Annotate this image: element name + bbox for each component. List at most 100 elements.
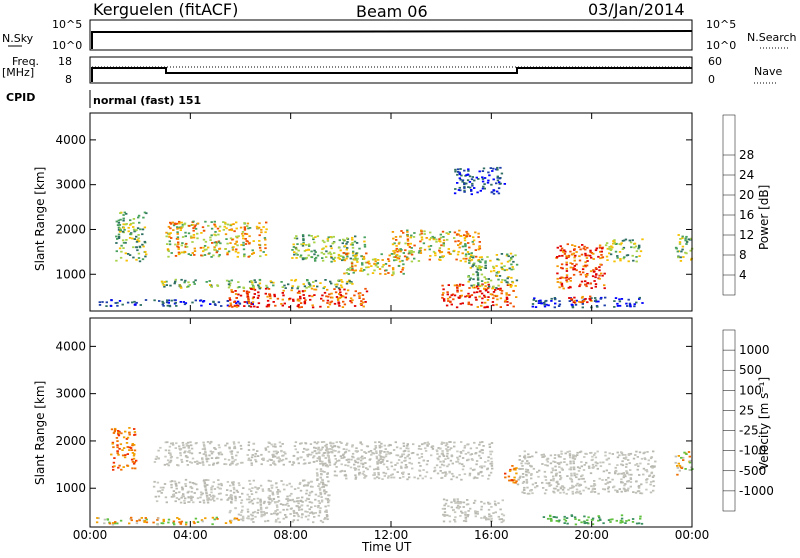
power-cell [291, 249, 294, 251]
velocity-cell [181, 494, 184, 497]
velocity-cell [412, 443, 415, 446]
velocity-cell [315, 452, 318, 455]
power-cell [366, 261, 369, 264]
power-cell [610, 245, 613, 248]
velocity-cell [645, 488, 648, 491]
power-cell [130, 232, 133, 234]
velocity-cell [196, 488, 199, 491]
velocity-cell [267, 441, 270, 444]
power-cell [456, 286, 459, 289]
power-cell [577, 246, 581, 248]
velocity-cell [157, 449, 160, 452]
power-cell [176, 238, 180, 240]
power-cell [248, 227, 252, 229]
velocity-cell [116, 440, 119, 442]
velocity-cell [296, 451, 299, 454]
velocity-cell [320, 500, 324, 503]
power-cell [561, 276, 565, 279]
power-cell [262, 251, 265, 253]
power-cell [332, 258, 335, 261]
power-cell [687, 238, 690, 241]
velocity-cell [287, 505, 290, 507]
power-cell [314, 288, 318, 291]
power-cell [556, 256, 559, 258]
velocity-cell [618, 454, 621, 457]
velocity-cell [634, 454, 637, 456]
power-cell [196, 237, 199, 240]
velocity-cell [685, 453, 688, 455]
velocity-cell [340, 470, 343, 472]
power-cell [343, 245, 347, 247]
power-cell [428, 258, 431, 261]
velocity-cell [204, 489, 208, 492]
velocity-cell [534, 482, 537, 484]
power-cell [392, 237, 395, 240]
velocity-cell [553, 491, 556, 494]
velocity-cell [187, 496, 190, 499]
velocity-cell [302, 462, 306, 465]
power-cell [258, 278, 262, 281]
velocity-cell [131, 460, 135, 463]
velocity-cell [440, 443, 443, 445]
power-cell [591, 275, 595, 278]
velocity-cell [493, 500, 497, 503]
velocity-cell [333, 470, 337, 473]
power-cell [394, 249, 397, 252]
power-cell [470, 190, 473, 192]
velocity-cell [267, 496, 270, 499]
power-cell [561, 267, 564, 270]
velocity-cell [319, 493, 322, 496]
velocity-cell [247, 457, 251, 460]
power-cell [308, 283, 311, 285]
velocity-cell [320, 448, 323, 451]
velocity-cell [479, 465, 482, 468]
power-cell [560, 282, 564, 285]
power-cell [419, 247, 423, 249]
velocity-cell [331, 446, 334, 449]
power-cell [598, 266, 601, 268]
velocity-cell [267, 489, 270, 492]
power-cell [489, 293, 493, 296]
velocity-cell [339, 470, 342, 473]
velocity-cell [220, 453, 224, 456]
power-cell [418, 250, 421, 252]
power-cell [539, 301, 543, 304]
power-cell [620, 242, 623, 245]
power-cell [237, 251, 240, 254]
power-cell [589, 251, 592, 253]
velocity-cell [558, 466, 561, 468]
velocity-cell [436, 457, 439, 460]
power-cell [176, 233, 179, 235]
velocity-cell [279, 445, 282, 448]
power-cell [395, 239, 398, 241]
power-cell [121, 303, 124, 306]
power-cell [131, 301, 134, 304]
power-cell [631, 239, 634, 242]
velocity-cell [116, 522, 119, 525]
velocity-data-cells [95, 427, 694, 526]
velocity-cell [323, 451, 327, 454]
velocity-cell [376, 462, 379, 465]
power-cell [468, 186, 472, 189]
power-cell [459, 168, 462, 170]
power-cell [581, 303, 584, 305]
velocity-cell [216, 486, 220, 489]
velocity-cell [319, 476, 322, 479]
power-cell [210, 256, 213, 258]
velocity-cell [544, 464, 547, 466]
power-cell [298, 306, 301, 309]
power-cell [630, 246, 633, 249]
power-cell [168, 305, 172, 308]
velocity-cell [239, 444, 243, 447]
velocity-cell [248, 498, 251, 501]
power-cell [486, 306, 489, 309]
velocity-cell [272, 462, 275, 465]
velocity-cell [117, 434, 121, 437]
velocity-cell [217, 444, 221, 446]
velocity-cell [318, 458, 321, 461]
power-cell [361, 263, 364, 266]
power-cell [264, 287, 268, 290]
power-cell [433, 236, 436, 239]
power-cell [498, 275, 502, 277]
velocity-cell [334, 450, 337, 452]
